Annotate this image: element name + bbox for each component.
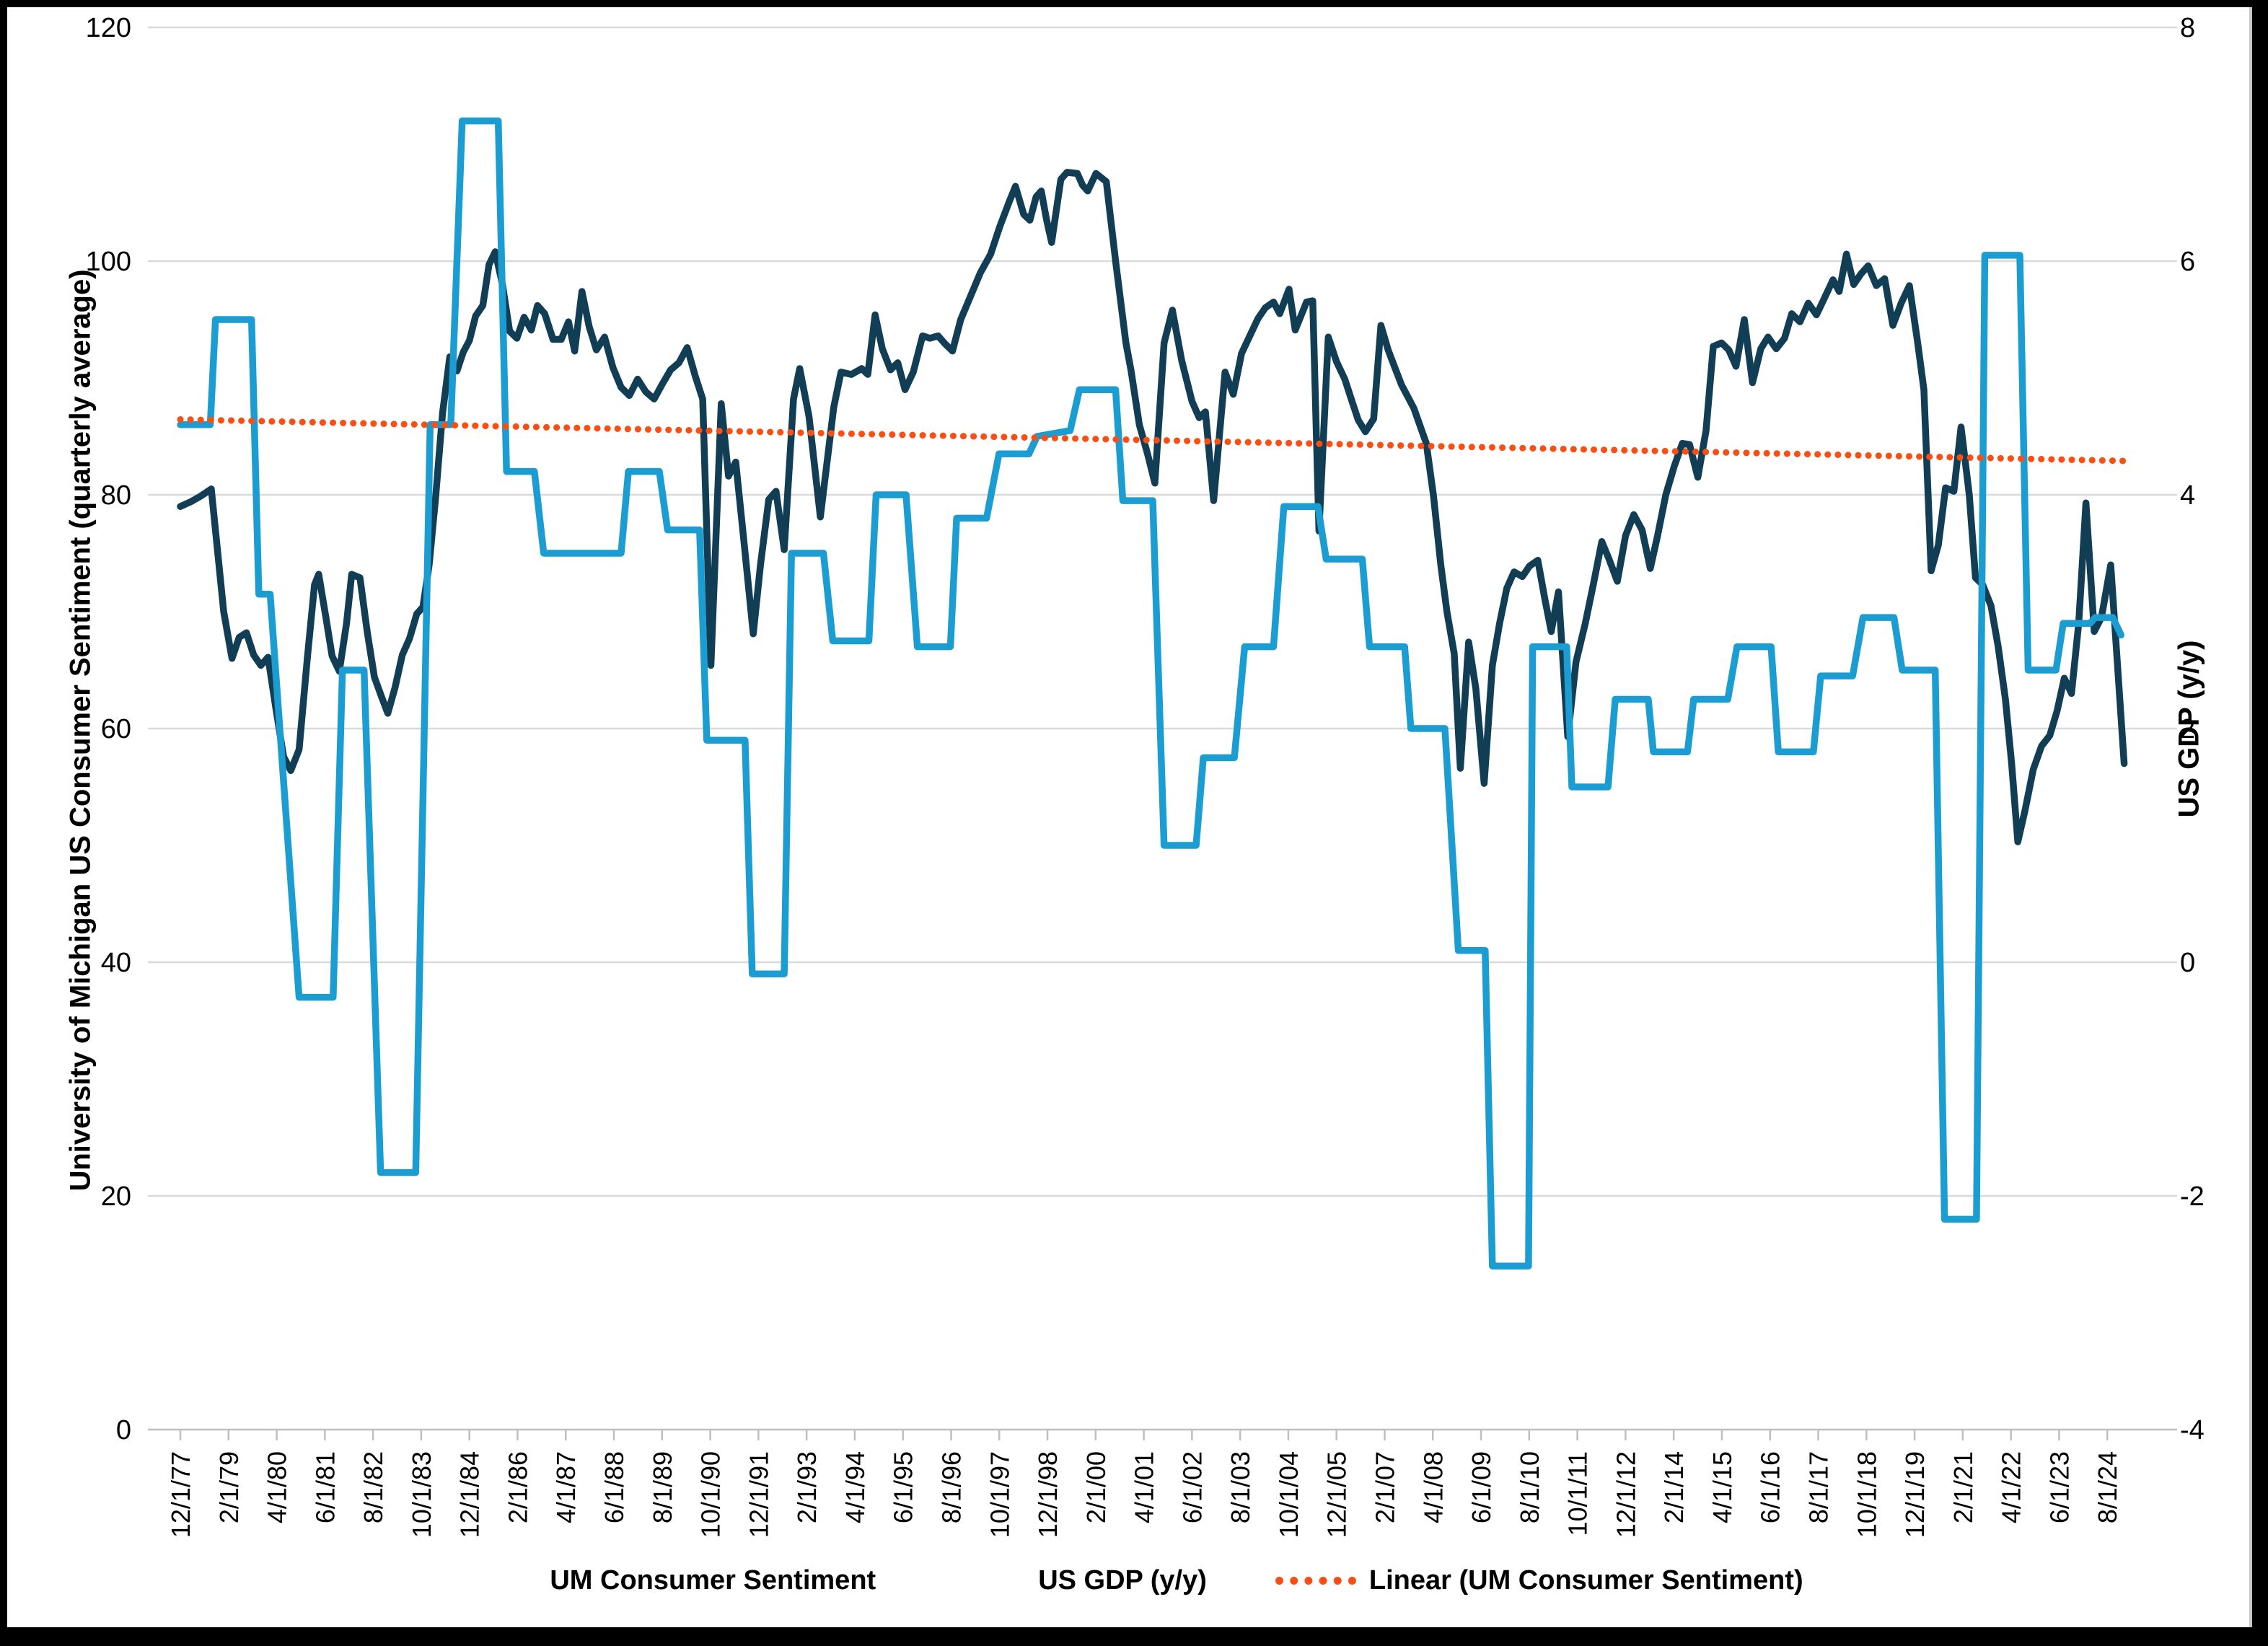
legend-label: US GDP (y/y) (1038, 1565, 1207, 1596)
um-consumer-sentiment-line (177, 169, 2128, 845)
x-tick-label: 12/1/98 (1033, 1451, 1063, 1538)
x-tick-label: 2/1/07 (1371, 1451, 1400, 1523)
x-tick-label: 10/1/04 (1274, 1451, 1304, 1538)
legend-label: UM Consumer Sentiment (550, 1565, 876, 1596)
y-tick-label-left: 120 (86, 13, 131, 43)
x-tick-label: 6/1/09 (1467, 1451, 1496, 1523)
x-tick-label: 4/1/01 (1130, 1451, 1159, 1523)
x-tick-label: 4/1/15 (1707, 1451, 1737, 1523)
x-tick-label: 6/1/23 (2044, 1451, 2074, 1523)
x-tick-label: 10/1/97 (985, 1451, 1014, 1538)
x-tick-label: 8/1/24 (2093, 1451, 2122, 1523)
legend-item-um-consumer-sentiment[interactable]: UM Consumer Sentiment (456, 1565, 876, 1596)
x-tick-label: 12/1/91 (744, 1451, 773, 1538)
x-tick-label: 6/1/81 (310, 1451, 340, 1523)
us-gdp-y-y-line (177, 117, 2125, 1269)
x-tick-label: 6/1/88 (599, 1451, 629, 1523)
y-tick-label-right: 0 (2180, 948, 2195, 978)
x-tick-label: 8/1/17 (1804, 1451, 1834, 1523)
y-tick-label-left: 100 (86, 247, 131, 277)
x-tick-label: 2/1/86 (503, 1451, 532, 1523)
linear-trendline-sample (1275, 1577, 1356, 1585)
window-edge (2249, 7, 2252, 1627)
x-tick-label: 6/1/16 (1756, 1451, 1785, 1523)
x-tick-label: 8/1/10 (1515, 1451, 1544, 1523)
x-tick-label: 10/1/90 (696, 1451, 726, 1538)
x-tick-label: 2/1/21 (1948, 1451, 1978, 1523)
x-tick-label: 12/1/05 (1322, 1451, 1352, 1538)
x-tick-label: 10/1/18 (1852, 1451, 1881, 1538)
linear-um-consumer-sentiment-line (177, 416, 2128, 465)
x-tick-label: 2/1/79 (214, 1451, 244, 1523)
x-tick-label: 4/1/87 (551, 1451, 581, 1523)
x-tick-label: 8/1/82 (359, 1451, 388, 1523)
x-tick-label: 6/1/02 (1177, 1451, 1207, 1523)
y-tick-label-right: -4 (2180, 1415, 2205, 1445)
legend: UM Consumer Sentiment US GDP (y/y) Linea… (7, 1565, 2252, 1596)
x-tick-label: 8/1/89 (648, 1451, 677, 1523)
um-consumer-sentiment-line-sample (456, 1577, 537, 1585)
legend-item-us-gdp[interactable]: US GDP (y/y) (944, 1565, 1207, 1596)
legend-item-linear-trend[interactable]: Linear (UM Consumer Sentiment) (1275, 1565, 1803, 1596)
x-tick-label: 2/1/93 (792, 1451, 822, 1523)
x-tick-label: 4/1/22 (1997, 1451, 2026, 1523)
y-tick-label-left: 40 (101, 948, 131, 978)
chart-canvas: 12/1/77 2/1/79 4/1/80 6/1/81 8/1/82 10/1/83 12… (86, 13, 2205, 1538)
x-tick-label: 10/1/11 (1563, 1451, 1593, 1536)
x-tick-label: 12/1/77 (166, 1451, 195, 1538)
y-tick-label-left: 80 (101, 480, 131, 511)
legend-label: Linear (UM Consumer Sentiment) (1368, 1565, 1803, 1596)
x-tick-label: 6/1/95 (889, 1451, 918, 1523)
x-tick-label: 2/1/14 (1659, 1451, 1689, 1523)
x-tick-label: 2/1/00 (1081, 1451, 1111, 1523)
x-tick-label: 12/1/19 (1900, 1451, 1930, 1538)
x-tick-label: 12/1/84 (455, 1451, 485, 1538)
y-tick-label-left: 60 (101, 714, 131, 744)
y-tick-label-left: 20 (101, 1181, 131, 1212)
right-axis-title: US GDP (y/y) (2173, 640, 2205, 818)
x-tick-label: 4/1/94 (840, 1451, 870, 1523)
y-tick-label-right: -2 (2180, 1181, 2205, 1212)
y-tick-label-right: 8 (2180, 13, 2195, 43)
us-gdp-line-sample (944, 1577, 1025, 1585)
x-tick-label: 12/1/12 (1611, 1451, 1640, 1538)
x-tick-label: 4/1/80 (263, 1451, 292, 1523)
y-tick-label-right: 2 (2180, 714, 2195, 744)
left-axis-title: University of Michigan US Consumer Senti… (64, 269, 97, 1192)
x-tick-label: 4/1/08 (1418, 1451, 1448, 1523)
y-tick-label-left: 0 (116, 1415, 131, 1445)
y-tick-label-right: 6 (2180, 247, 2195, 277)
x-tick-label: 8/1/96 (936, 1451, 966, 1523)
y-tick-label-right: 4 (2180, 480, 2195, 511)
x-tick-label: 8/1/03 (1226, 1451, 1255, 1523)
x-tick-label: 10/1/83 (407, 1451, 436, 1538)
